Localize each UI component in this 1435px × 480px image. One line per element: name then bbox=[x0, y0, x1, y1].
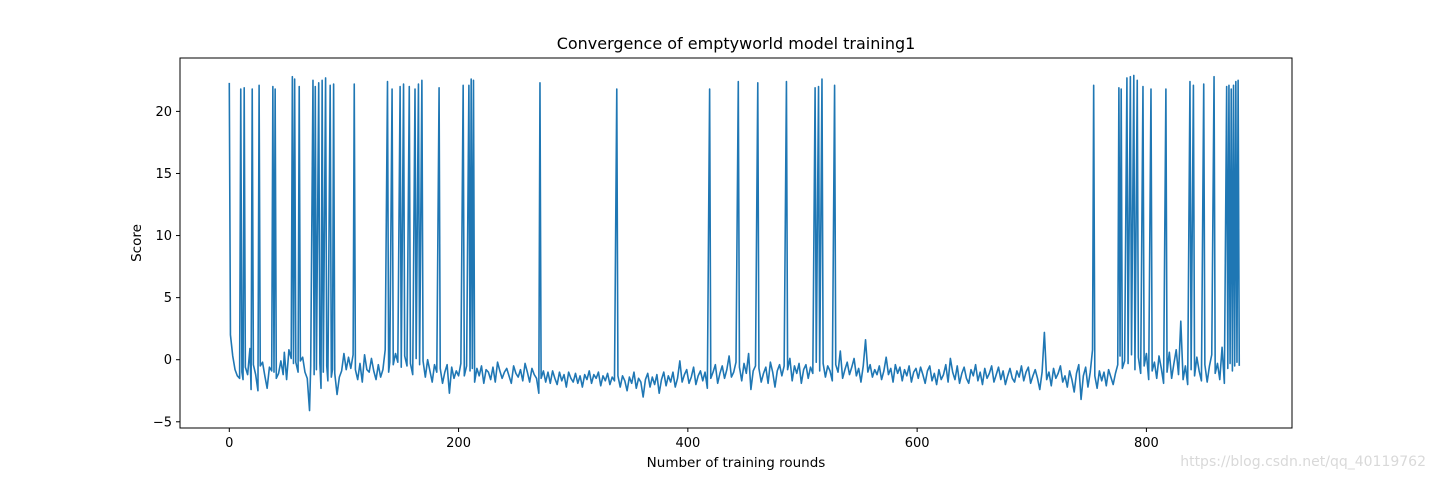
series-line-0 bbox=[228, 74, 1241, 412]
x-axis: 0 200 400 600 800 bbox=[225, 428, 1159, 451]
y-tick-label: 15 bbox=[155, 167, 172, 182]
x-axis-label: Number of training rounds bbox=[647, 455, 826, 471]
watermark-url: https://blog.csdn.net/qq_40119762 bbox=[1180, 454, 1426, 470]
series-layer bbox=[228, 74, 1241, 412]
x-tick-label: 800 bbox=[1134, 436, 1159, 451]
y-tick-label: 0 bbox=[164, 353, 172, 368]
plot-background bbox=[180, 58, 1292, 428]
chart-title: Convergence of emptyworld model training… bbox=[557, 34, 916, 53]
y-axis: −5 0 5 10 15 20 bbox=[153, 105, 180, 430]
x-tick-label: 600 bbox=[905, 436, 930, 451]
y-axis-label: Score bbox=[129, 224, 145, 262]
x-tick-label: 0 bbox=[225, 436, 233, 451]
x-tick-label: 200 bbox=[446, 436, 471, 451]
y-tick-label: 20 bbox=[155, 105, 172, 120]
y-tick-label: −5 bbox=[153, 415, 172, 430]
x-tick-label: 400 bbox=[675, 436, 700, 451]
y-tick-label: 5 bbox=[164, 291, 172, 306]
plot-frame bbox=[179, 57, 1293, 429]
y-tick-label: 10 bbox=[155, 229, 172, 244]
